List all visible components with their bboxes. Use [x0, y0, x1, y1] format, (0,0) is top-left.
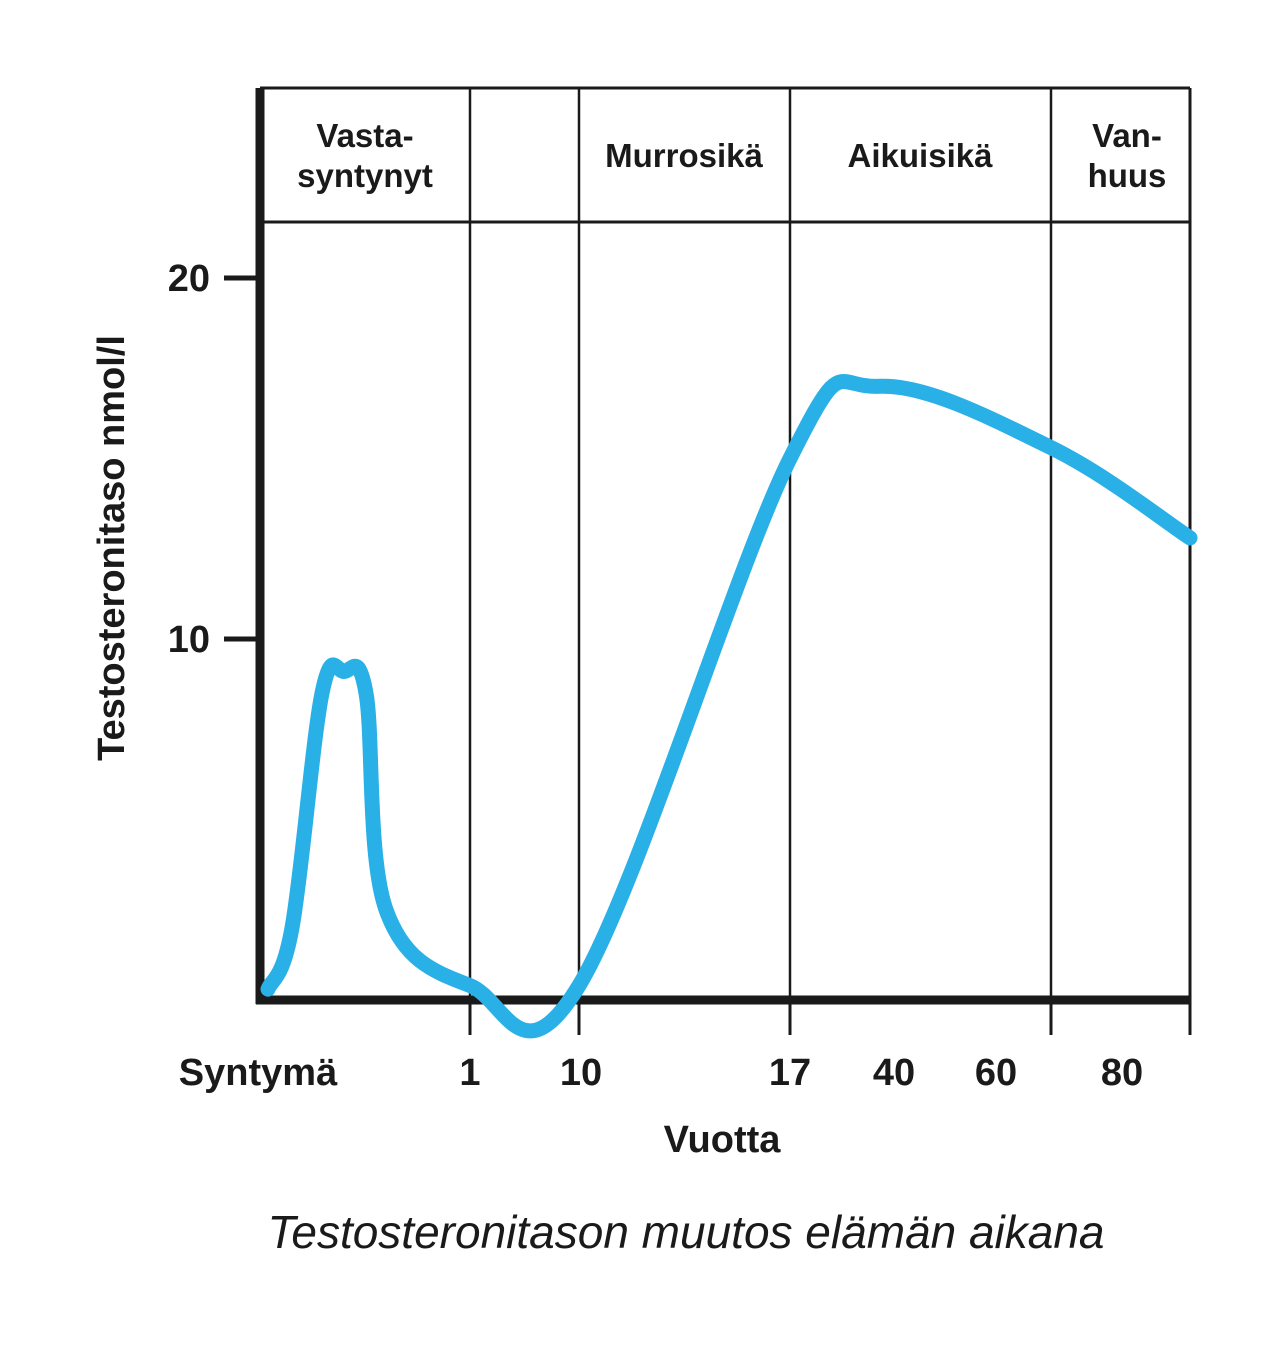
- x-tick-label: 10: [560, 1052, 602, 1094]
- phase-label: Murrosikä: [605, 137, 763, 174]
- chart-caption: Testosteronitason muutos elämän aikana: [267, 1206, 1104, 1258]
- chart-frame: [255, 86, 1192, 1005]
- y-tick-label: 20: [168, 258, 210, 300]
- phase-labels: Vasta-syntynyt Murrosikä Aikuisikä Van-huus: [297, 117, 1166, 194]
- phase-label: Vasta-: [316, 117, 413, 154]
- x-tick-label: 40: [873, 1052, 915, 1094]
- phase-label: huus: [1088, 157, 1167, 194]
- x-tick-label: 60: [975, 1052, 1017, 1094]
- phase-label: syntynyt: [297, 157, 433, 194]
- x-tick-label: 1: [459, 1052, 480, 1094]
- testosterone-curve: [260, 374, 1198, 1039]
- y-axis-label: Testosteronitaso nmol/l: [91, 335, 133, 761]
- y-tick-label: 10: [168, 619, 210, 661]
- x-axis-ticks: Syntymä 1 10 17 40 60 80: [179, 1000, 1192, 1094]
- x-axis-label: Vuotta: [664, 1119, 782, 1161]
- x-tick-label: 17: [769, 1052, 811, 1094]
- x-tick-label: 80: [1101, 1052, 1143, 1094]
- y-axis-ticks: 10 20: [168, 258, 260, 661]
- phase-label: Van-: [1092, 117, 1162, 154]
- x-tick-label: Syntymä: [179, 1052, 338, 1094]
- phase-label: Aikuisikä: [848, 137, 994, 174]
